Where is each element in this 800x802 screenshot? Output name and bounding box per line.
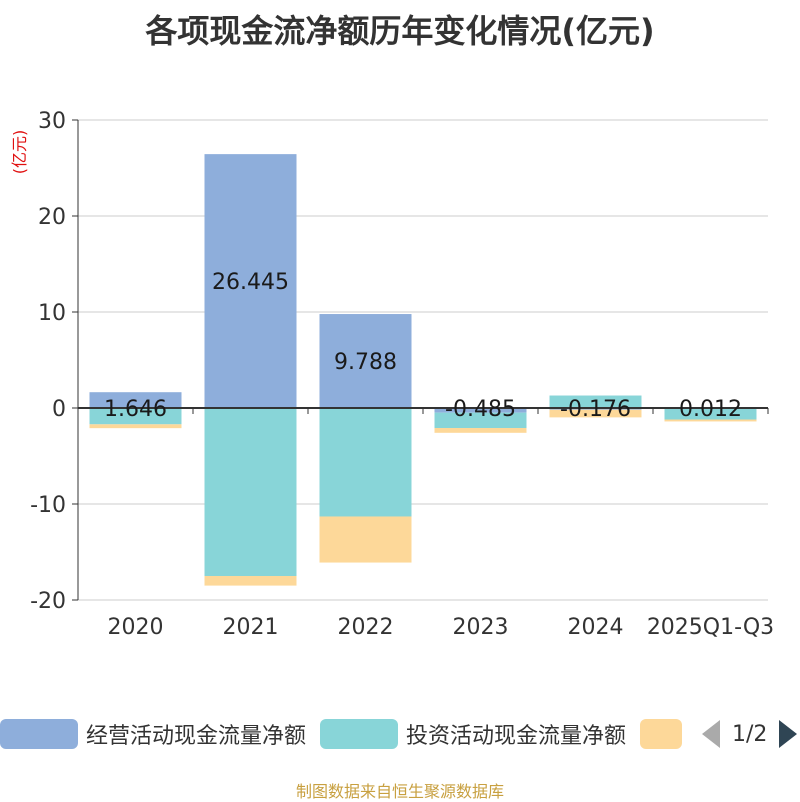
bar-1-2020 bbox=[89, 408, 182, 425]
data-label-2021: 26.445 bbox=[212, 270, 289, 295]
x-tick-label-2024: 2024 bbox=[568, 615, 624, 640]
data-label-2020: 1.646 bbox=[104, 397, 167, 422]
bar-0-2021 bbox=[204, 154, 297, 408]
bar-0-2023 bbox=[434, 408, 527, 413]
x-tick-label-2021: 2021 bbox=[223, 615, 279, 640]
legend-item-financing[interactable] bbox=[640, 714, 682, 754]
legend-item-investing[interactable]: 投资活动现金流量净额 bbox=[320, 714, 626, 754]
data-source-note: 制图数据来自恒生聚源数据库 bbox=[295, 782, 504, 801]
bar-1-2022 bbox=[319, 408, 412, 517]
legend-swatch-financing bbox=[640, 719, 682, 749]
legend: 经营活动现金流量净额 投资活动现金流量净额 bbox=[0, 714, 800, 754]
data-label-2022: 9.788 bbox=[334, 350, 397, 375]
legend-label-operating: 经营活动现金流量净额 bbox=[86, 724, 307, 749]
bar-1-2024 bbox=[549, 395, 642, 408]
data-label-2023: -0.485 bbox=[445, 397, 516, 422]
bar-2-2024 bbox=[549, 409, 642, 418]
chart-title: 各项现金流净额历年变化情况(亿元) bbox=[145, 12, 655, 50]
y-tick-label-3: 0 bbox=[52, 397, 66, 422]
y-tick-label-1: 20 bbox=[38, 205, 66, 230]
x-tick-label-2025Q1-Q3: 2025Q1-Q3 bbox=[647, 615, 774, 640]
y-tick-label-4: -10 bbox=[30, 493, 66, 518]
x-tick-label-2020: 2020 bbox=[108, 615, 164, 640]
bar-0-2020 bbox=[89, 392, 182, 408]
data-label-2024: -0.176 bbox=[560, 397, 631, 422]
bar-2-2023 bbox=[434, 428, 527, 433]
data-label-2025Q1-Q3: 0.012 bbox=[679, 397, 742, 422]
legend-label-investing: 投资活动现金流量净额 bbox=[406, 724, 627, 749]
legend-swatch-operating bbox=[0, 719, 78, 749]
legend-swatch-investing bbox=[320, 719, 398, 749]
legend-item-operating[interactable]: 经营活动现金流量净额 bbox=[0, 714, 306, 754]
bar-1-2021 bbox=[204, 408, 297, 576]
x-tick-label-2022: 2022 bbox=[338, 615, 394, 640]
legend-page-indicator: 1/2 bbox=[732, 721, 768, 747]
bar-0-2022 bbox=[319, 314, 412, 408]
legend-prev-arrow-icon[interactable] bbox=[702, 720, 720, 748]
y-tick-label-2: 10 bbox=[38, 301, 66, 326]
x-tick-label-2023: 2023 bbox=[453, 615, 509, 640]
bar-2-2022 bbox=[319, 516, 412, 563]
bar-1-2025Q1-Q3 bbox=[664, 408, 757, 420]
bar-2-2025Q1-Q3 bbox=[664, 419, 757, 422]
bar-2-2020 bbox=[89, 424, 182, 429]
bar-chart: 30 20 10 0 -10 -20 1.646 26.445 9.788 -0.485 -0.17… bbox=[30, 109, 774, 640]
legend-next-arrow-icon[interactable] bbox=[779, 720, 798, 748]
legend-pager: 1/2 bbox=[702, 714, 798, 754]
y-tick-label-0: 30 bbox=[38, 109, 66, 134]
bar-1-2023 bbox=[434, 412, 527, 429]
y-tick-label-5: -20 bbox=[30, 589, 66, 614]
bar-2-2021 bbox=[204, 576, 297, 586]
